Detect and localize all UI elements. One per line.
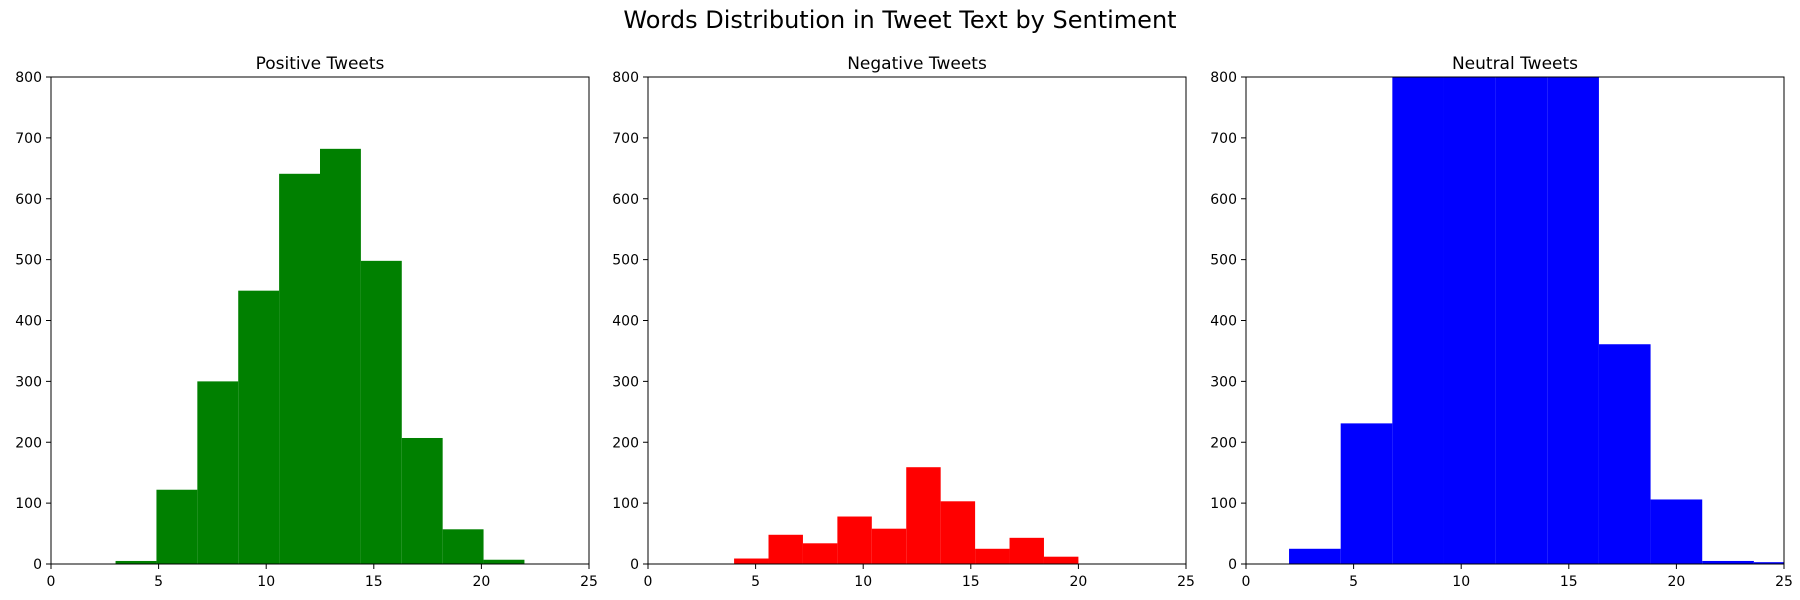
- y-tick-label: 700: [15, 131, 42, 147]
- y-tick-label: 400: [15, 314, 42, 330]
- histogram-bar: [1598, 344, 1651, 564]
- y-tick-label: 300: [612, 374, 639, 390]
- x-tick-label: 20: [1069, 574, 1087, 590]
- y-tick-label: 0: [1228, 557, 1237, 573]
- y-tick-label: 300: [15, 374, 42, 390]
- subplot-3: 0 5 10 15 20 25 0 100 200 300 400 500 600 700 800 Neutr…: [1210, 54, 1793, 590]
- y-tick-label: 100: [612, 496, 639, 512]
- histogram-bar: [768, 534, 803, 564]
- x-tick-label: 15: [365, 574, 383, 590]
- histogram-bar: [1009, 537, 1044, 564]
- subplot-title: Positive Tweets: [256, 54, 385, 74]
- histogram-bars: [734, 467, 1079, 564]
- histogram-bar: [279, 173, 320, 564]
- histogram-bar: [442, 529, 484, 564]
- histogram-bar: [1043, 556, 1079, 564]
- histogram-bar: [871, 528, 907, 564]
- histogram-bar: [1443, 77, 1496, 564]
- histogram-bar: [197, 381, 239, 564]
- x-tick-label: 25: [580, 574, 598, 590]
- histogram-bar: [320, 148, 361, 564]
- histogram-bar: [401, 437, 443, 564]
- x-tick-label: 5: [1349, 574, 1358, 590]
- histogram-bar: [802, 543, 838, 564]
- histogram-bar: [1495, 77, 1548, 564]
- subplot-2: 0 5 10 15 20 25 0 100 200 300 400 500 600 700 800 Negat…: [612, 54, 1195, 590]
- x-tick-label: 25: [1177, 574, 1195, 590]
- histogram-bar: [1547, 77, 1599, 564]
- x-tick-label: 15: [962, 574, 980, 590]
- figure-title: Words Distribution in Tweet Text by Sent…: [623, 6, 1177, 34]
- y-tick-label: 500: [612, 253, 639, 269]
- x-tick-label: 0: [1242, 574, 1251, 590]
- y-tick-label: 100: [1210, 496, 1237, 512]
- x-tick-label: 10: [854, 574, 872, 590]
- histogram-bar: [837, 516, 872, 564]
- x-tick-label: 5: [154, 574, 163, 590]
- subplot-title: Neutral Tweets: [1452, 54, 1578, 74]
- x-tick-label: 0: [47, 574, 56, 590]
- histogram-bar: [483, 559, 525, 564]
- y-tick-label: 800: [1210, 70, 1237, 86]
- histogram-bar: [906, 467, 941, 564]
- x-tick-label: 20: [1667, 574, 1685, 590]
- y-tick-label: 100: [15, 496, 42, 512]
- subplot-title: Negative Tweets: [847, 54, 987, 74]
- histogram-bar: [1289, 548, 1341, 564]
- y-tick-label: 0: [630, 557, 639, 573]
- y-tick-label: 800: [612, 70, 639, 86]
- histogram-bar: [1340, 423, 1393, 564]
- histogram-bars: [1289, 77, 1784, 564]
- y-tick-label: 200: [15, 435, 42, 451]
- y-tick-label: 500: [15, 253, 42, 269]
- histogram-bar: [115, 560, 157, 564]
- y-tick-label: 600: [612, 192, 639, 208]
- histogram-bar: [975, 548, 1010, 564]
- histogram-bar: [734, 558, 769, 564]
- histogram-bar: [360, 260, 402, 564]
- x-tick-label: 25: [1775, 574, 1793, 590]
- y-tick-label: 400: [612, 314, 639, 330]
- histogram-bars: [115, 148, 525, 564]
- y-tick-label: 200: [1210, 435, 1237, 451]
- x-tick-label: 10: [257, 574, 275, 590]
- histogram-bar: [1753, 562, 1784, 564]
- y-tick-label: 700: [612, 131, 639, 147]
- x-tick-label: 15: [1560, 574, 1578, 590]
- x-tick-label: 20: [472, 574, 490, 590]
- y-tick-label: 200: [612, 435, 639, 451]
- histogram-bar: [1702, 560, 1754, 564]
- histogram-bar: [156, 489, 198, 564]
- y-tick-label: 400: [1210, 314, 1237, 330]
- y-tick-label: 300: [1210, 374, 1237, 390]
- x-tick-label: 0: [644, 574, 653, 590]
- x-tick-label: 10: [1452, 574, 1470, 590]
- y-tick-label: 600: [1210, 192, 1237, 208]
- histogram-bar: [238, 290, 280, 564]
- histogram-bar: [940, 501, 976, 564]
- y-tick-label: 600: [15, 192, 42, 208]
- x-tick-label: 5: [751, 574, 760, 590]
- subplot-1: 0 5 10 15 20 25 0 100 200 300 400 500 600 700 800 Posit…: [15, 54, 598, 590]
- histogram-bar: [1392, 77, 1444, 564]
- y-tick-label: 0: [33, 557, 42, 573]
- y-tick-label: 500: [1210, 253, 1237, 269]
- y-tick-label: 700: [1210, 131, 1237, 147]
- histogram-bar: [1650, 499, 1703, 564]
- y-tick-label: 800: [15, 70, 42, 86]
